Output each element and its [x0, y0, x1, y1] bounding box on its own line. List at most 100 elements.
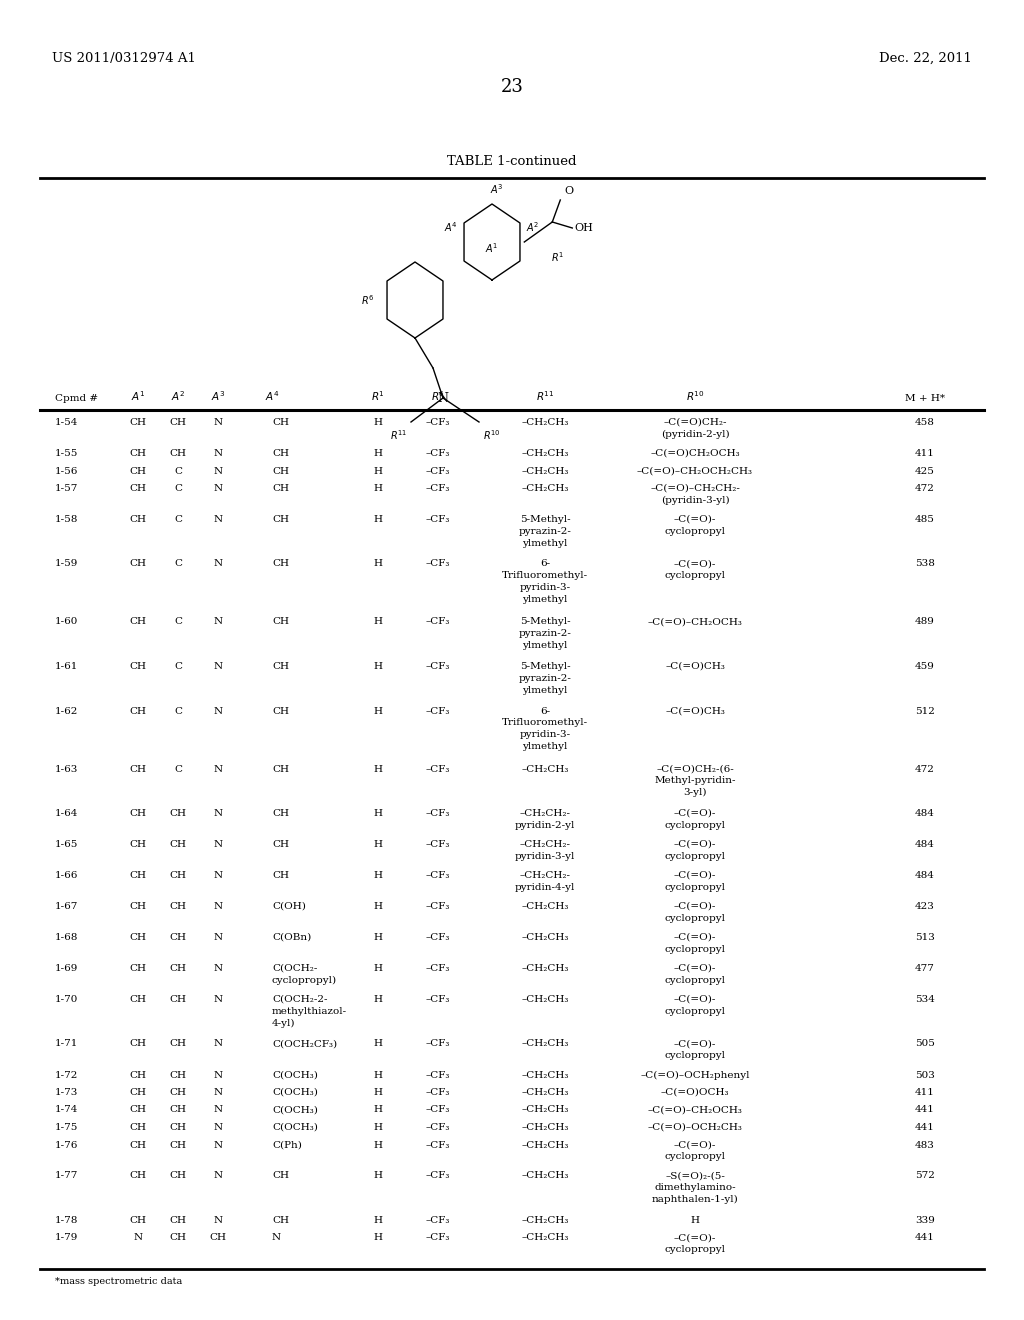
Text: N: N	[213, 618, 222, 627]
Text: 1-55: 1-55	[55, 449, 79, 458]
Text: CH: CH	[170, 1140, 186, 1150]
Text: CH: CH	[272, 515, 289, 524]
Text: N: N	[213, 466, 222, 475]
Text: 5-Methyl-
pyrazin-2-
ylmethyl: 5-Methyl- pyrazin-2- ylmethyl	[518, 515, 571, 548]
Text: H: H	[374, 449, 383, 458]
Text: 1-74: 1-74	[55, 1106, 79, 1114]
Text: 489: 489	[915, 618, 935, 627]
Text: 1-76: 1-76	[55, 1140, 79, 1150]
Text: H: H	[374, 663, 383, 671]
Text: CH: CH	[129, 871, 146, 880]
Text: C: C	[174, 764, 182, 774]
Text: –C(=O)-
cyclopropyl: –C(=O)- cyclopropyl	[665, 964, 725, 985]
Text: 6-
Trifluoromethyl-
pyridin-3-
ylmethyl: 6- Trifluoromethyl- pyridin-3- ylmethyl	[502, 706, 588, 751]
Text: C: C	[174, 560, 182, 569]
Text: 339: 339	[915, 1216, 935, 1225]
Text: CH: CH	[170, 1233, 186, 1242]
Text: –CF₃: –CF₃	[426, 1071, 451, 1080]
Text: H: H	[374, 418, 383, 426]
Text: N: N	[213, 902, 222, 911]
Text: N: N	[213, 809, 222, 818]
Text: –CH₂CH₃: –CH₂CH₃	[521, 1071, 568, 1080]
Text: $R^6$: $R^6$	[431, 389, 445, 403]
Text: 1-66: 1-66	[55, 871, 79, 880]
Text: $A^2$: $A^2$	[526, 220, 540, 234]
Text: N: N	[213, 1172, 222, 1180]
Text: –CH₂CH₃: –CH₂CH₃	[521, 449, 568, 458]
Text: H: H	[374, 1172, 383, 1180]
Text: H: H	[374, 840, 383, 849]
Text: 485: 485	[915, 515, 935, 524]
Text: –CF₃: –CF₃	[426, 902, 451, 911]
Text: –C(=O)-
cyclopropyl: –C(=O)- cyclopropyl	[665, 871, 725, 892]
Text: N: N	[213, 484, 222, 492]
Text: H: H	[374, 764, 383, 774]
Text: N: N	[213, 515, 222, 524]
Text: *mass spectrometric data: *mass spectrometric data	[55, 1276, 182, 1286]
Text: –CH₂CH₃: –CH₂CH₃	[521, 418, 568, 426]
Text: CH: CH	[272, 466, 289, 475]
Text: N: N	[213, 1071, 222, 1080]
Text: –CF₃: –CF₃	[426, 809, 451, 818]
Text: –S(=O)₂-(5-
dimethylamino-
naphthalen-1-yl): –S(=O)₂-(5- dimethylamino- naphthalen-1-…	[651, 1172, 738, 1204]
Text: –C(=O)-
cyclopropyl: –C(=O)- cyclopropyl	[665, 515, 725, 536]
Text: $R^{11}$: $R^{11}$	[536, 389, 554, 403]
Text: CH: CH	[272, 1172, 289, 1180]
Text: $R^{10}$: $R^{10}$	[483, 428, 501, 442]
Text: –C(=O)–CH₂CH₂-
(pyridin-3-yl): –C(=O)–CH₂CH₂- (pyridin-3-yl)	[650, 484, 740, 506]
Text: –C(=O)-
cyclopropyl: –C(=O)- cyclopropyl	[665, 1140, 725, 1162]
Text: 1-75: 1-75	[55, 1123, 79, 1133]
Text: –CH₂CH₂-
pyridin-3-yl: –CH₂CH₂- pyridin-3-yl	[515, 840, 575, 861]
Text: –CF₃: –CF₃	[426, 964, 451, 973]
Text: CH: CH	[272, 418, 289, 426]
Text: CH: CH	[129, 809, 146, 818]
Text: –CH₂CH₃: –CH₂CH₃	[521, 1040, 568, 1048]
Text: –C(=O)–CH₂OCH₃: –C(=O)–CH₂OCH₃	[647, 618, 742, 627]
Text: CH: CH	[272, 706, 289, 715]
Text: –C(=O)OCH₃: –C(=O)OCH₃	[660, 1088, 729, 1097]
Text: CH: CH	[129, 560, 146, 569]
Text: 1-60: 1-60	[55, 618, 79, 627]
Text: N: N	[213, 1216, 222, 1225]
Text: CH: CH	[129, 964, 146, 973]
Text: 503: 503	[915, 1071, 935, 1080]
Text: CH: CH	[170, 809, 186, 818]
Text: 1-68: 1-68	[55, 933, 79, 942]
Text: Dec. 22, 2011: Dec. 22, 2011	[880, 51, 972, 65]
Text: 1-56: 1-56	[55, 466, 79, 475]
Text: 1-62: 1-62	[55, 706, 79, 715]
Text: 484: 484	[915, 840, 935, 849]
Text: CH: CH	[129, 1071, 146, 1080]
Text: CH: CH	[129, 663, 146, 671]
Text: 1-78: 1-78	[55, 1216, 79, 1225]
Text: 1-79: 1-79	[55, 1233, 79, 1242]
Text: –CF₃: –CF₃	[426, 995, 451, 1005]
Text: CH: CH	[129, 418, 146, 426]
Text: –CF₃: –CF₃	[426, 1088, 451, 1097]
Text: 1-63: 1-63	[55, 764, 79, 774]
Text: 441: 441	[915, 1123, 935, 1133]
Text: 1-59: 1-59	[55, 560, 79, 569]
Text: 6-
Trifluoromethyl-
pyridin-3-
ylmethyl: 6- Trifluoromethyl- pyridin-3- ylmethyl	[502, 560, 588, 605]
Text: $A^1$: $A^1$	[131, 389, 145, 403]
Text: 1-71: 1-71	[55, 1040, 79, 1048]
Text: CH: CH	[272, 1216, 289, 1225]
Text: –C(=O)–OCH₂CH₃: –C(=O)–OCH₂CH₃	[647, 1123, 742, 1133]
Text: 484: 484	[915, 871, 935, 880]
Text: CH: CH	[170, 1106, 186, 1114]
Text: –CF₃: –CF₃	[426, 418, 451, 426]
Text: –C(=O)CH₂-
(pyridin-2-yl): –C(=O)CH₂- (pyridin-2-yl)	[660, 418, 729, 440]
Text: TABLE 1-continued: TABLE 1-continued	[447, 154, 577, 168]
Text: N: N	[213, 995, 222, 1005]
Text: 1-57: 1-57	[55, 484, 79, 492]
Text: CH: CH	[272, 871, 289, 880]
Text: CH: CH	[129, 466, 146, 475]
Text: 1-61: 1-61	[55, 663, 79, 671]
Text: 459: 459	[915, 663, 935, 671]
Text: CH: CH	[170, 449, 186, 458]
Text: H: H	[374, 902, 383, 911]
Text: –C(=O)-
cyclopropyl: –C(=O)- cyclopropyl	[665, 902, 725, 923]
Text: CH: CH	[129, 1216, 146, 1225]
Text: –CH₂CH₃: –CH₂CH₃	[521, 1106, 568, 1114]
Text: N: N	[213, 964, 222, 973]
